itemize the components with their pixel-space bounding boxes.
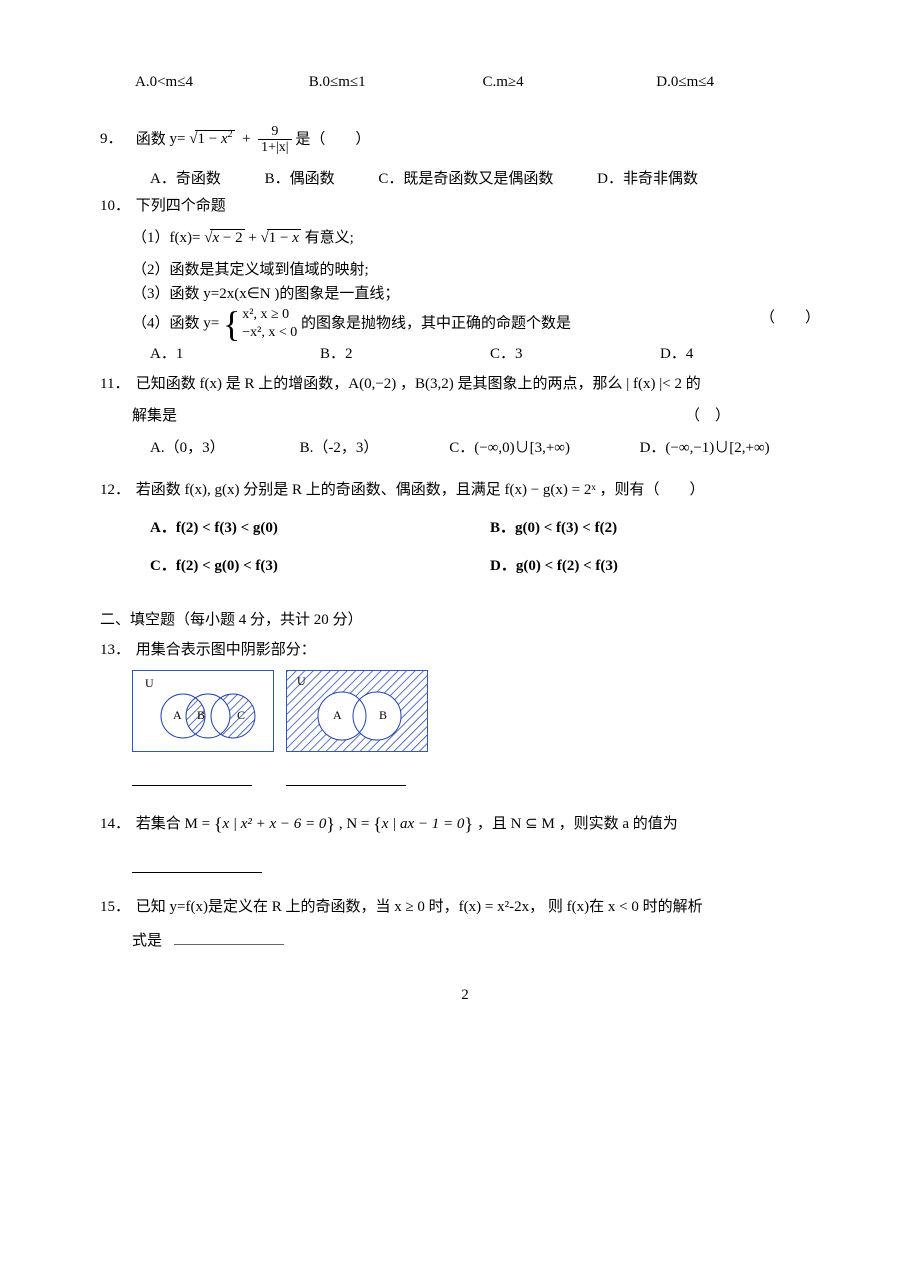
q12-num: 12． [100, 478, 132, 502]
q10-item2: （2）函数是其定义域到值域的映射; [132, 258, 830, 282]
q13-venn-row: U A B C U A B [132, 670, 830, 752]
q10-item4: （4）函数 y= { x², x ≥ 0 −x², x < 0 的图象是抛物线，… [132, 306, 830, 342]
q9-stem-post: 是（ ） [295, 131, 370, 147]
q13-blanks [132, 770, 830, 794]
q10-case1: x², x ≥ 0 [242, 306, 297, 324]
q14-blank-row [132, 857, 830, 881]
q14-mid: , N = [339, 816, 373, 832]
q11-line2-row: 解集是 （ ） [132, 404, 830, 428]
venn2-a: A [333, 708, 342, 722]
q14-set-n: x | ax − 1 = 0 [382, 816, 465, 832]
q10-opt-a: A．1 [150, 342, 320, 366]
venn-diagram-2: U A B [286, 670, 428, 752]
q8-opt-c: C.m≥4 [483, 70, 657, 94]
q9-opt-a: A．奇函数 [150, 171, 221, 187]
venn2-u: U [297, 674, 306, 688]
q10-item3-text: （3）函数 y=2x(x∈N )的图象是一直线； [132, 286, 399, 302]
q9-opt-d: D．非奇非偶数 [597, 171, 698, 187]
q10-options: A．1 B．2 C．3 D．4 [150, 342, 830, 366]
q12-options-row2: C．f(2) < g(0) < f(3) D．g(0) < f(2) < f(3… [150, 554, 830, 578]
q11-line2: 解集是 [132, 408, 177, 424]
q15-line2: 式是 [132, 929, 830, 953]
q11-opt-d: D．(−∞,−1)∪[2,+∞) [640, 436, 830, 460]
q9-opt-b: B．偶函数 [265, 171, 335, 187]
q10-paren: （ ） [760, 306, 820, 330]
q14: 14． 若集合 M = {x | x² + x − 6 = 0} , N = {… [100, 810, 830, 839]
q10-item3: （3）函数 y=2x(x∈N )的图象是一直线； [132, 282, 830, 306]
q15-line2-pre: 式是 [132, 933, 162, 949]
q10: 10． 下列四个命题 [100, 194, 830, 218]
q9-formula: y= 1 − x2 + 9 1+|x| [170, 131, 296, 147]
q11-opt-c: C．(−∞,0)∪[3,+∞) [449, 436, 639, 460]
q8-opt-a: A.0<m≤4 [135, 70, 309, 94]
q9-frac-den: 1+|x| [258, 140, 292, 155]
q14-post: ，且 N ⊆ M ，则实数 a 的值为 [477, 816, 678, 832]
q11-opt-b: B.（-2，3） [300, 436, 450, 460]
q9-num: 9． [100, 127, 132, 151]
q12-opt-d: D．g(0) < f(2) < f(3) [490, 558, 618, 574]
q8-options: A.0<m≤4 B.0≤m≤1 C.m≥4 D.0≤m≤4 [135, 70, 830, 94]
q10-item4-post: 的图象是抛物线，其中正确的命题个数是 [301, 315, 571, 331]
q10-item1-pre: （1）f(x)= [132, 230, 200, 246]
q8-opt-b: B.0≤m≤1 [309, 70, 483, 94]
venn-diagram-1: U A B C [132, 670, 274, 752]
venn2-b: B [379, 708, 387, 722]
section2-header: 二、填空题（每小题 4 分，共计 20 分） [100, 608, 830, 632]
q12-stem: 若函数 f(x), g(x) 分别是 R 上的奇函数、偶函数，且满足 f(x) … [136, 482, 705, 498]
q10-opt-d: D．4 [660, 342, 830, 366]
venn1-b: B [197, 708, 205, 722]
q13: 13． 用集合表示图中阴影部分： [100, 638, 830, 662]
q13-num: 13． [100, 638, 132, 662]
q10-opt-c: C．3 [490, 342, 660, 366]
q9-opt-c: C．既是奇函数又是偶函数 [378, 171, 553, 187]
q14-pre: 若集合 M = [136, 816, 214, 832]
q12-opt-a: A．f(2) < f(3) < g(0) [150, 520, 278, 536]
q9-options: A．奇函数 B．偶函数 C．既是奇函数又是偶函数 D．非奇非偶数 [150, 164, 830, 194]
q15-num: 15． [100, 895, 132, 919]
q15-blank[interactable] [174, 932, 284, 945]
venn1-c: C [237, 708, 245, 722]
venn1-u: U [145, 676, 154, 690]
venn1-a: A [173, 708, 182, 722]
page-number: 2 [100, 983, 830, 1007]
q9: 9． 函数 y= 1 − x2 + 9 1+|x| 是（ ） [100, 124, 830, 156]
q10-case2: −x², x < 0 [242, 324, 297, 342]
q14-blank[interactable] [132, 857, 262, 873]
q10-num: 10． [100, 194, 132, 218]
q13-blank-2[interactable] [286, 770, 406, 786]
q9-stem-pre: 函数 [136, 131, 170, 147]
q15: 15． 已知 y=f(x)是定义在 R 上的奇函数，当 x ≥ 0 时，f(x)… [100, 895, 830, 919]
q10-item1-mid: 有意义; [305, 230, 354, 246]
q12-opt-c: C．f(2) < g(0) < f(3) [150, 558, 278, 574]
q15-line1: 已知 y=f(x)是定义在 R 上的奇函数，当 x ≥ 0 时，f(x) = x… [136, 899, 703, 915]
q9-frac-num: 9 [258, 124, 292, 140]
q14-set-m: x | x² + x − 6 = 0 [222, 816, 326, 832]
q13-blank-1[interactable] [132, 770, 252, 786]
q11-paren: （ ） [685, 404, 730, 428]
q11-options: A.（0，3） B.（-2，3） C．(−∞,0)∪[3,+∞) D．(−∞,−… [150, 436, 830, 460]
q11: 11． 已知函数 f(x) 是 R 上的增函数，A(0,−2) ，B(3,2) … [100, 372, 830, 396]
q8-opt-d: D.0≤m≤4 [656, 70, 830, 94]
q11-opt-a: A.（0，3） [150, 436, 300, 460]
q10-stem: 下列四个命题 [136, 198, 226, 214]
q13-stem: 用集合表示图中阴影部分： [136, 642, 316, 658]
q10-item4-pre: （4）函数 y= [132, 315, 219, 331]
q12-options-row1: A．f(2) < f(3) < g(0) B．g(0) < f(3) < f(2… [150, 516, 830, 540]
q11-num: 11． [100, 372, 132, 396]
q11-line1: 已知函数 f(x) 是 R 上的增函数，A(0,−2) ，B(3,2) 是其图象… [136, 376, 701, 392]
q10-opt-b: B．2 [320, 342, 490, 366]
q14-num: 14． [100, 812, 132, 836]
q12-opt-b: B．g(0) < f(3) < f(2) [490, 520, 617, 536]
q10-item1: （1）f(x)= x − 2 + 1 − x 有意义; [132, 226, 830, 250]
q12: 12． 若函数 f(x), g(x) 分别是 R 上的奇函数、偶函数，且满足 f… [100, 478, 830, 502]
